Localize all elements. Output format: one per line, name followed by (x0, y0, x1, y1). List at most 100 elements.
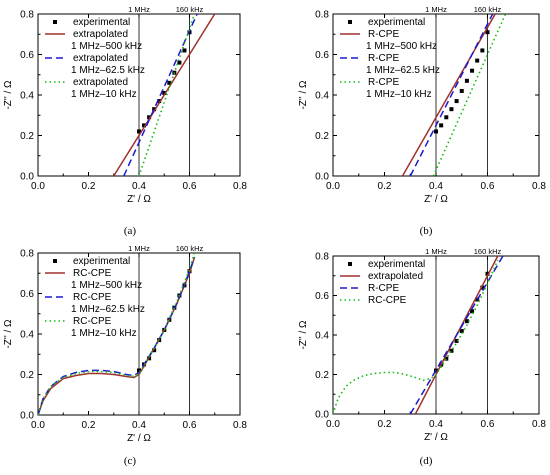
legend-sublabel: 1 MHz–62.5 kHz (71, 65, 145, 76)
chart-panel-2: 0.0 0.2 0.4 0.6 0.8 0.0 0.2 0.4 0.6 0.8 Z' / Ω -Z''… (298, 5, 546, 237)
legend-label: RC-CPE (73, 316, 112, 327)
x-tick-label: 0.4 (132, 181, 146, 192)
y-tick-label: 0.6 (315, 291, 329, 302)
legend-label: R-CPE (368, 53, 399, 64)
legend-sublabel: 1 MHz–10 kHz (71, 89, 137, 100)
series-line-3 (333, 259, 499, 414)
panel-caption: (c) (124, 455, 137, 467)
y-tick-label: 0.0 (315, 172, 329, 183)
legend-symbol (348, 20, 352, 24)
x-tick-label: 0.8 (532, 181, 546, 192)
data-point (459, 88, 464, 93)
x-tick-label: 0.6 (183, 420, 197, 431)
y-axis-title: -Z'' / Ω (3, 319, 14, 349)
data-point (454, 338, 459, 343)
y-axis-title: -Z'' / Ω (298, 320, 309, 350)
series-layer (38, 253, 196, 415)
data-point (434, 129, 438, 134)
frequency-marker-label: 160 kHz (176, 244, 204, 253)
legend-symbol (53, 20, 57, 24)
legend-label: extrapolated (73, 29, 128, 40)
chart-panel-1: 0.0 0.2 0.4 0.6 0.8 0.0 0.2 0.4 0.6 0.8 Z' / Ω -Z''… (3, 5, 247, 237)
data-point (182, 48, 187, 53)
frequency-marker-label: 1 MHz (128, 5, 150, 14)
y-tick-label: 0.2 (20, 370, 34, 381)
y-tick-label: 0.0 (20, 411, 34, 422)
x-tick-label: 0.6 (481, 181, 495, 192)
x-tick-label: 0.2 (82, 181, 96, 192)
data-point (470, 309, 475, 314)
y-tick-label: 0.0 (315, 410, 329, 421)
y-tick-label: 0.8 (20, 249, 34, 260)
y-tick-label: 0.4 (315, 91, 329, 102)
panel-caption: (d) (420, 455, 433, 467)
y-tick-label: 0.6 (315, 50, 329, 61)
data-point (459, 329, 464, 334)
y-tick-label: 0.6 (20, 289, 34, 300)
frequency-marker-label: 160 kHz (474, 5, 502, 14)
y-tick-label: 0.8 (315, 10, 329, 21)
series-line-3 (432, 14, 507, 176)
series-layer (113, 14, 216, 176)
chart-panel-4: 0.0 0.2 0.4 0.6 0.8 0.0 0.2 0.4 0.6 0.8 Z' / Ω -Z''… (298, 247, 546, 467)
legend-label: RC-CPE (73, 292, 112, 303)
legend-sublabel: 1 MHz–500 kHz (366, 41, 437, 52)
legend-sublabel: 1 MHz–10 kHz (366, 89, 432, 100)
x-tick-label: 0.0 (31, 181, 45, 192)
panel-caption: (a) (124, 225, 137, 237)
legend-label: extrapolated (73, 77, 128, 88)
legend-sublabel: 1 MHz–10 kHz (71, 328, 137, 339)
series-line-3 (138, 14, 196, 176)
legend-label: R-CPE (368, 283, 399, 294)
legend-label: experimental (73, 256, 130, 267)
data-point (475, 58, 480, 63)
y-tick-label: 0.2 (315, 131, 329, 142)
chart-panel-3: 0.0 0.2 0.4 0.6 0.8 0.0 0.2 0.4 0.6 0.8 Z' / Ω -Z''… (3, 244, 247, 467)
series-line-2 (123, 14, 198, 176)
legend-label: RC-CPE (73, 268, 112, 279)
data-point (485, 30, 490, 35)
x-tick-label: 0.8 (532, 419, 546, 430)
series-line-1 (113, 14, 216, 176)
data-point (137, 368, 141, 373)
panel-caption: (b) (420, 225, 433, 237)
legend-label: R-CPE (368, 77, 399, 88)
data-point (137, 129, 141, 134)
legend-label: extrapolated (73, 53, 128, 64)
y-tick-label: 0.2 (20, 131, 34, 142)
y-tick-label: 0.6 (20, 50, 34, 61)
y-tick-label: 0.4 (20, 330, 34, 341)
x-tick-label: 0.4 (132, 420, 146, 431)
data-point (454, 99, 459, 104)
data-point (449, 107, 454, 112)
frequency-marker-label: 1 MHz (128, 244, 150, 253)
x-tick-label: 0.8 (233, 181, 247, 192)
data-point (147, 115, 152, 120)
series-line-3 (38, 253, 196, 415)
data-point (142, 123, 147, 128)
data-point (152, 348, 157, 353)
frequency-marker-label: 160 kHz (474, 247, 502, 256)
x-tick-label: 0.2 (378, 181, 392, 192)
y-tick-label: 0.0 (20, 172, 34, 183)
data-point (480, 48, 485, 53)
data-point (444, 115, 449, 120)
x-tick-label: 0.0 (326, 419, 340, 430)
data-point (470, 68, 475, 73)
x-tick-label: 0.4 (429, 419, 443, 430)
series-line-2 (409, 14, 494, 176)
legend-sublabel: 1 MHz–500 kHz (71, 41, 142, 52)
x-tick-label: 0.8 (233, 420, 247, 431)
data-point (444, 356, 449, 361)
x-axis-title: Z' / Ω (127, 194, 151, 205)
series-layer (401, 14, 507, 176)
series-line-2 (38, 256, 196, 415)
data-point (480, 285, 485, 290)
x-tick-label: 0.6 (183, 181, 197, 192)
y-tick-label: 0.4 (315, 331, 329, 342)
legend-label: experimental (368, 259, 425, 270)
data-point (157, 99, 162, 104)
legend-label: RC-CPE (368, 295, 407, 306)
x-tick-label: 0.0 (31, 420, 45, 431)
